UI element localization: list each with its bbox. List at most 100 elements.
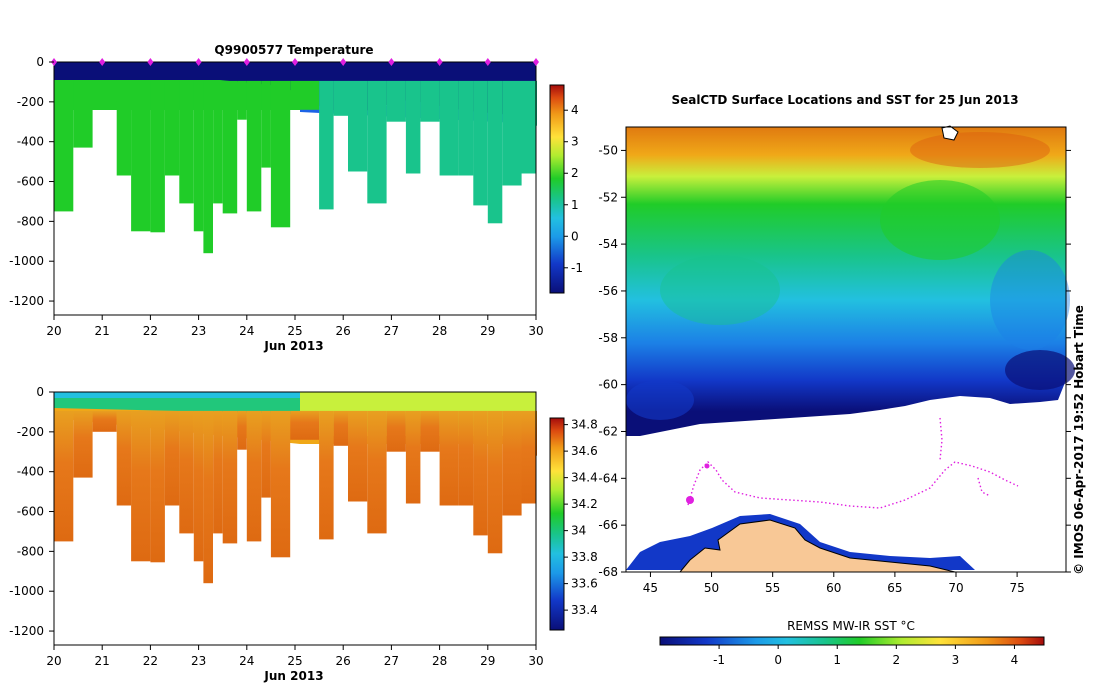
y-tick-label: -600 (17, 175, 44, 189)
seal-track-point (704, 463, 710, 469)
profile-column (487, 410, 503, 554)
temperature-y-axis: 0 -200 -400 -600 -800 -1000 -1200 (9, 55, 54, 308)
profile-column (439, 410, 459, 506)
profile-marker (484, 58, 491, 66)
profile-column (348, 410, 368, 502)
profile-marker (388, 58, 395, 66)
salinity-plot-area (54, 392, 537, 645)
profile-column (222, 410, 238, 544)
profile-marker (533, 58, 539, 66)
profile-column (237, 410, 247, 450)
profile-column (319, 80, 334, 210)
x-tick-label: 22 (143, 324, 158, 338)
salinity-profiles (54, 410, 537, 584)
salinity-colorbar (549, 417, 565, 631)
profile-marker (436, 58, 443, 66)
colorbar-tick-label: 34 (571, 524, 586, 538)
profile-column (473, 410, 488, 536)
profile-marker (195, 58, 202, 66)
x-tick-label: 21 (95, 654, 110, 668)
seal-track (687, 417, 1019, 509)
profile-column (348, 80, 368, 172)
profile-column (270, 80, 291, 228)
sst-cold-patch-west (626, 380, 694, 420)
lon-tick-label: 70 (948, 581, 963, 595)
colorbar-tick-label: 2 (571, 166, 579, 180)
profile-marker (147, 58, 154, 66)
profile-column (405, 80, 421, 174)
temperature-profiles (54, 80, 537, 254)
colorbar-tick-label: 34.4 (571, 471, 598, 485)
x-tick-label: 30 (528, 654, 543, 668)
imos-credit: © IMOS 06-Apr-2017 19:52 Hobart Time (1072, 305, 1086, 575)
profile-marker (340, 58, 347, 66)
x-tick-label: 28 (432, 654, 447, 668)
temperature-colorbar-ticks: 4 3 2 1 0 -1 (564, 103, 583, 275)
colorbar-tick-label: -1 (571, 261, 583, 275)
sst-colorbar-tick-label: 0 (774, 653, 782, 667)
colorbar-tick-label: 4 (571, 103, 579, 117)
colorbar-tick-label: 34.2 (571, 497, 598, 511)
profile-column (54, 410, 74, 542)
temperature-title: Q9900577 Temperature (214, 43, 373, 57)
sst-green-patch (660, 255, 780, 325)
lat-tick-label: -52 (598, 190, 618, 204)
profile-marker (99, 58, 106, 66)
y-tick-label: -400 (17, 465, 44, 479)
profile-column (420, 410, 440, 452)
lon-tick-label: 60 (826, 581, 841, 595)
lon-tick-label: 65 (887, 581, 902, 595)
lon-tick-label: 55 (765, 581, 780, 595)
y-tick-label: -800 (17, 544, 44, 558)
profile-column (420, 80, 440, 122)
x-tick-label: 23 (191, 324, 206, 338)
lat-tick-label: -64 (598, 471, 618, 485)
profile-column (458, 410, 474, 506)
temperature-profile-markers (51, 58, 539, 66)
x-tick-label: 23 (191, 654, 206, 668)
sst-warm-patch-north (910, 132, 1050, 168)
y-tick-label: 0 (36, 55, 44, 69)
profile-marker (292, 58, 298, 66)
lat-tick-label: -54 (598, 237, 618, 251)
lat-tick-label: -60 (598, 378, 618, 392)
salinity-x-axis: 20 21 22 23 24 25 26 27 28 29 30 (46, 645, 544, 668)
lat-tick-label: -50 (598, 143, 618, 157)
salinity-x-label: Jun 2013 (263, 669, 323, 683)
lon-tick-label: 50 (704, 581, 719, 595)
profile-column (131, 80, 151, 232)
sst-warm-tongue (880, 180, 1000, 260)
lon-tick-label: 75 (1009, 581, 1024, 595)
profile-column (290, 410, 320, 440)
sst-longitude-axis: 45 50 55 60 65 70 75 (643, 572, 1025, 595)
profile-column (405, 410, 421, 504)
y-tick-label: -600 (17, 505, 44, 519)
profile-column (261, 80, 271, 168)
profile-column (179, 80, 194, 204)
profile-column (222, 80, 238, 214)
temperature-x-label: Jun 2013 (263, 339, 323, 353)
y-tick-label: -1000 (9, 254, 44, 268)
colorbar-tick-label: 34.8 (571, 418, 598, 432)
x-tick-label: 27 (384, 654, 399, 668)
profile-column (386, 80, 406, 122)
x-tick-label: 25 (287, 654, 302, 668)
profile-column (203, 80, 213, 254)
salinity-panel: 0 -200 -400 -600 -800 -1000 -1200 20 21 22 23 24 25… (9, 385, 598, 683)
sst-map-area (626, 125, 1075, 573)
lon-tick-label: 45 (643, 581, 658, 595)
x-tick-label: 25 (287, 324, 302, 338)
profile-column (237, 80, 247, 120)
profile-column (246, 80, 262, 212)
island-land (941, 125, 959, 141)
x-tick-label: 20 (46, 324, 61, 338)
profile-column (92, 410, 117, 432)
profile-column (458, 80, 474, 176)
colorbar-tick-label: 0 (571, 229, 579, 243)
profile-column (290, 80, 320, 110)
colorbar-tick-label: 34.6 (571, 444, 598, 458)
profile-column (502, 80, 522, 186)
antarctica-land (678, 519, 956, 573)
lat-tick-label: -56 (598, 284, 618, 298)
